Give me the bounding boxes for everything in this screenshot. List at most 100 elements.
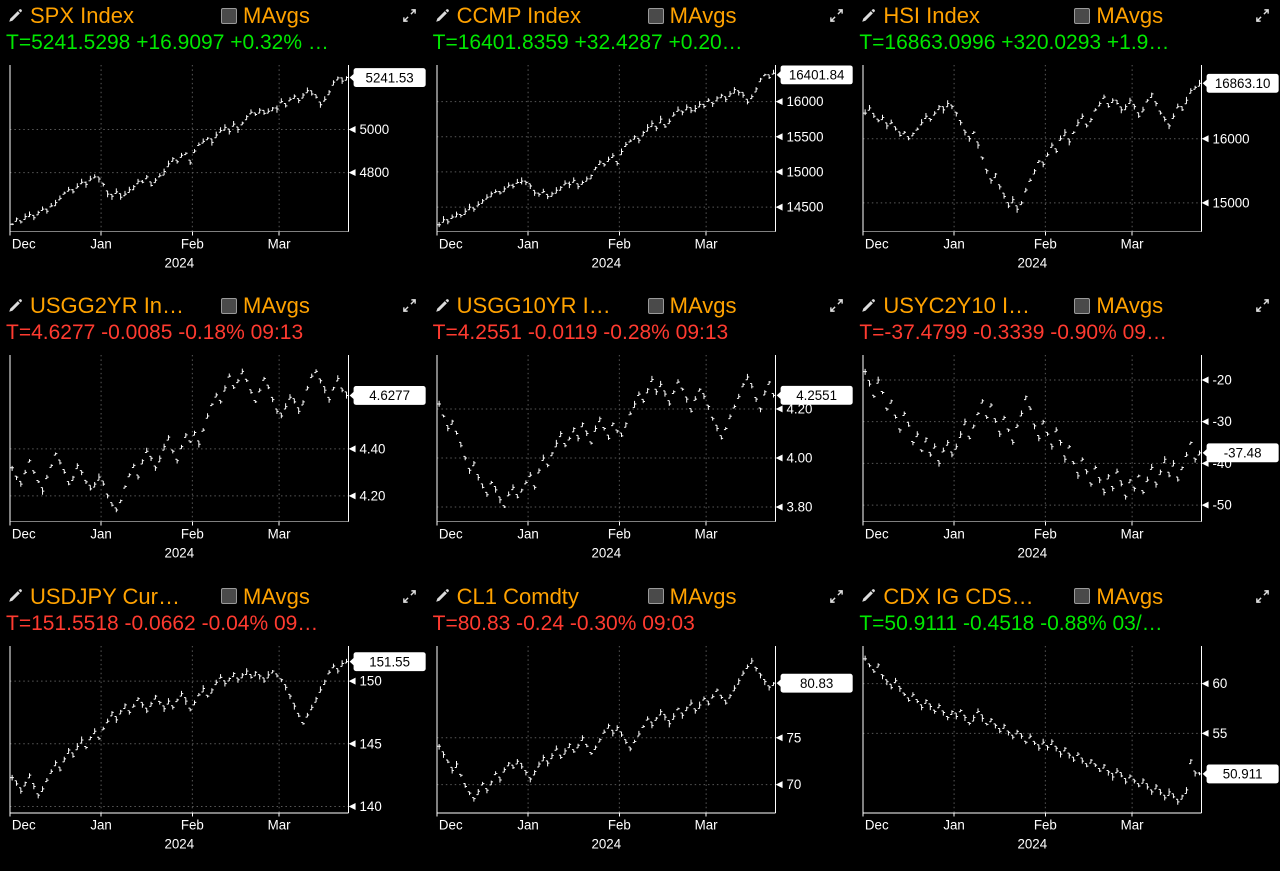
- x-month-label: Feb: [608, 237, 631, 252]
- mavgs-label[interactable]: MAvgs: [669, 583, 737, 609]
- expand-icon[interactable]: [401, 297, 419, 315]
- panel-header: USDJPY Cur… MAvgs: [6, 583, 427, 610]
- mavgs-label[interactable]: MAvgs: [1096, 293, 1164, 319]
- last-price-badge: [353, 68, 426, 87]
- mavgs-checkbox[interactable]: [221, 7, 237, 24]
- price-chart[interactable]: 16000 15500 15000 14500 16401.84 Dec Jan Feb Mar…: [433, 57, 854, 290]
- mavgs-checkbox[interactable]: [1074, 7, 1091, 24]
- mavgs-checkbox[interactable]: [647, 297, 664, 314]
- mavgs-checkbox[interactable]: [647, 588, 664, 605]
- x-month-label: Dec: [439, 237, 463, 252]
- ticker-label[interactable]: CCMP Index: [456, 3, 581, 28]
- edit-pencil-icon[interactable]: [6, 587, 24, 605]
- mavgs-checkbox[interactable]: [1074, 588, 1091, 605]
- chart-panel: HSI Index MAvgs T=16863.0996 +320.0293 +…: [853, 0, 1280, 290]
- ticker-label[interactable]: USGG2YR In…: [30, 293, 185, 319]
- gridlines: [863, 64, 1202, 232]
- ticker-label[interactable]: USDJPY Cur…: [30, 583, 180, 609]
- y-tick-arrow: [348, 739, 356, 747]
- mavgs-label[interactable]: MAvgs: [669, 293, 737, 319]
- mavgs-label[interactable]: MAvgs: [1096, 583, 1164, 609]
- mavgs-checkbox[interactable]: [1074, 297, 1091, 314]
- chart-panel: CCMP Index MAvgs T=16401.8359 +32.4287 +…: [427, 0, 854, 290]
- y-tick-arrow: [1201, 729, 1209, 737]
- x-month-label: Mar: [268, 527, 291, 542]
- panel-header: SPX Index MAvgs: [6, 2, 427, 29]
- last-price-arrow: [1202, 448, 1208, 458]
- mavgs-checkbox[interactable]: [647, 7, 664, 24]
- price-chart[interactable]: 16000 15000 16863.10 Dec Jan Feb Mar 2024: [859, 57, 1280, 290]
- price-chart[interactable]: 75 70 80.83 Dec Jan Feb Mar 2024: [433, 638, 854, 871]
- edit-pencil-icon[interactable]: [433, 297, 451, 315]
- price-chart[interactable]: 150 145 140 151.55 Dec Jan Feb Mar 2024: [6, 638, 427, 871]
- edit-pencil-icon[interactable]: [433, 7, 451, 25]
- last-price-arrow: [349, 391, 355, 401]
- y-tick-label: 60: [1213, 676, 1228, 691]
- y-tick-label: 4.40: [360, 442, 386, 457]
- year-label: 2024: [591, 255, 621, 270]
- quote-line: T=151.5518 -0.0662 -0.04% 09…: [6, 611, 319, 635]
- mavgs-checkbox[interactable]: [221, 588, 237, 605]
- x-month-label: Feb: [608, 527, 631, 542]
- y-tick-label: -20: [1213, 373, 1232, 388]
- gridlines: [436, 355, 776, 523]
- mavgs-label[interactable]: MAvgs: [243, 3, 310, 28]
- gridlines: [9, 355, 349, 523]
- y-tick-label: 4.00: [786, 451, 812, 466]
- price-series: [863, 655, 1202, 805]
- ticker-label[interactable]: CL1 Comdty: [456, 583, 579, 609]
- x-month-label: Dec: [865, 817, 889, 832]
- last-price-label: 80.83: [800, 676, 833, 691]
- mavgs-checkbox[interactable]: [221, 297, 237, 314]
- quote-line: T=5241.5298 +16.9097 +0.32% …: [6, 31, 329, 54]
- price-series: [437, 374, 775, 509]
- quote-line: T=-37.4799 -0.3339 -0.90% 09…: [859, 321, 1167, 345]
- expand-icon[interactable]: [1254, 587, 1272, 605]
- x-month-label: Mar: [694, 817, 717, 832]
- expand-icon[interactable]: [1254, 7, 1272, 25]
- ticker-label[interactable]: CDX IG CDS…: [883, 583, 1034, 609]
- price-chart[interactable]: 4.40 4.20 4.6277 Dec Jan Feb Mar 2024: [6, 347, 427, 580]
- edit-pencil-icon[interactable]: [859, 587, 877, 605]
- edit-pencil-icon[interactable]: [433, 587, 451, 605]
- price-chart[interactable]: 5000 4800 5241.53 Dec Jan Feb Mar 2024: [6, 57, 427, 290]
- edit-pencil-icon[interactable]: [6, 7, 24, 25]
- mavgs-label[interactable]: MAvgs: [1096, 3, 1164, 28]
- x-month-label: Jan: [944, 237, 965, 252]
- expand-icon[interactable]: [827, 587, 845, 605]
- ticker-label[interactable]: HSI Index: [883, 3, 980, 28]
- mavgs-label[interactable]: MAvgs: [243, 583, 310, 609]
- expand-icon[interactable]: [827, 297, 845, 315]
- y-tick-arrow: [775, 405, 783, 413]
- x-month-label: Feb: [1034, 527, 1057, 542]
- quote-line: T=4.6277 -0.0085 -0.18% 09:13: [6, 321, 304, 345]
- last-price-label: 16401.84: [789, 68, 845, 83]
- edit-pencil-icon[interactable]: [859, 7, 877, 25]
- ticker-label[interactable]: USGG10YR I…: [456, 293, 611, 319]
- y-tick-label: 15000: [786, 164, 823, 179]
- last-price-badge: [1206, 443, 1279, 463]
- x-month-label: Dec: [865, 237, 889, 252]
- mavgs-label[interactable]: MAvgs: [669, 3, 737, 28]
- ticker-label[interactable]: USYC2Y10 I…: [883, 293, 1031, 319]
- x-month-label: Jan: [90, 527, 111, 542]
- edit-pencil-icon[interactable]: [6, 297, 24, 315]
- edit-pencil-icon[interactable]: [859, 297, 877, 315]
- price-chart[interactable]: 60 55 50.911 Dec Jan Feb Mar 2024: [859, 638, 1280, 871]
- panel-header: CCMP Index MAvgs: [433, 2, 854, 29]
- quote-line: T=4.2551 -0.0119 -0.28% 09:13: [432, 321, 729, 345]
- year-label: 2024: [164, 836, 194, 851]
- x-month-label: Jan: [944, 527, 965, 542]
- mavgs-label[interactable]: MAvgs: [243, 293, 310, 319]
- price-chart[interactable]: 4.20 4.00 3.80 4.2551 Dec Jan Feb Mar 2024: [433, 347, 854, 580]
- year-label: 2024: [1018, 546, 1048, 561]
- ticker-label[interactable]: SPX Index: [30, 3, 134, 28]
- expand-icon[interactable]: [401, 587, 419, 605]
- y-tick-label: 4.20: [786, 402, 812, 417]
- expand-icon[interactable]: [827, 7, 845, 25]
- expand-icon[interactable]: [401, 7, 419, 25]
- expand-icon[interactable]: [1254, 297, 1272, 315]
- last-price-arrow: [776, 678, 782, 688]
- panel-header: HSI Index MAvgs: [859, 2, 1280, 29]
